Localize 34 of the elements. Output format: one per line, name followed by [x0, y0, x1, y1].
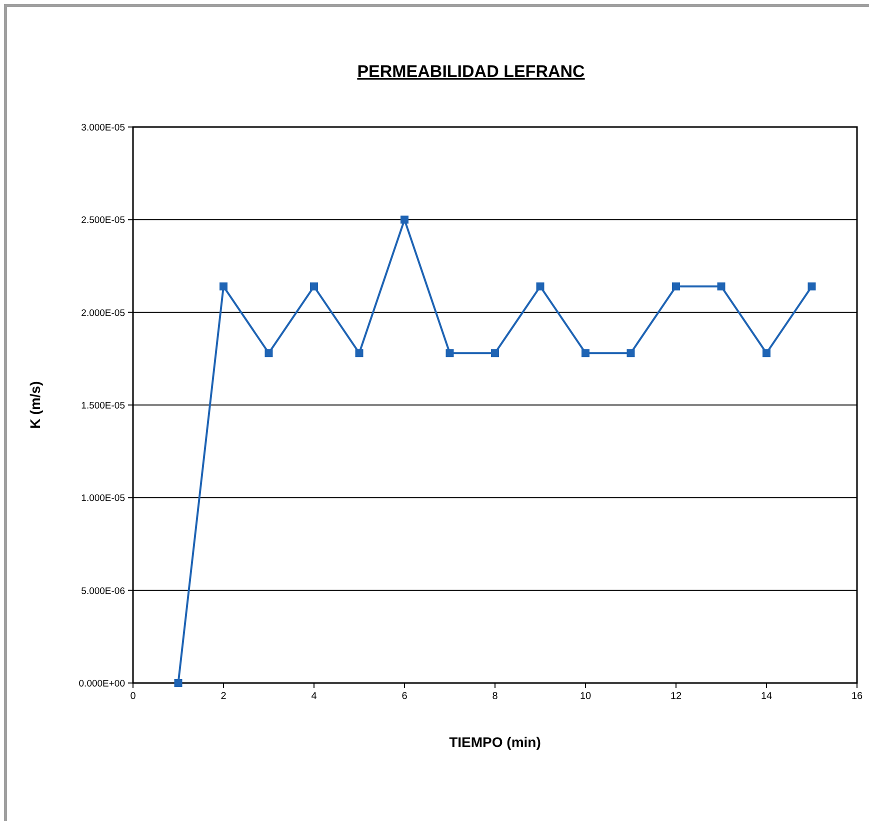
y-tick-label: 3.000E-05	[81, 122, 125, 134]
point	[808, 282, 816, 290]
point	[536, 282, 544, 290]
y-tick-label: 1.500E-05	[81, 400, 125, 412]
y-axis-title: K (m/s)	[27, 381, 43, 429]
x-tick-label: 6	[402, 691, 408, 702]
y-tick-label: 2.000E-05	[81, 308, 125, 319]
point	[762, 349, 770, 358]
x-tick-label: 14	[760, 691, 772, 702]
x-tick-label: 10	[580, 691, 592, 702]
y-tick-label: 0.000E+00	[78, 678, 125, 690]
point	[310, 282, 318, 290]
x-tick-label: 4	[311, 691, 318, 702]
chart-title: PERMEABILIDAD LEFRANC	[357, 62, 585, 81]
point	[717, 282, 726, 290]
y-tick-label: 1.000E-05	[81, 493, 125, 504]
point	[400, 216, 408, 224]
x-axis-title: TIEMPO (min)	[449, 734, 541, 750]
x-tick-label: 16	[851, 691, 863, 702]
x-tick-label: 8	[492, 691, 498, 702]
point	[174, 679, 182, 687]
y-tick-label: 5.000E-06	[81, 586, 125, 597]
point	[446, 349, 454, 358]
point	[582, 349, 590, 358]
point	[264, 349, 273, 358]
point	[626, 349, 635, 358]
x-tick-label: 0	[130, 691, 136, 702]
y-tick-label: 2.500E-05	[81, 215, 125, 226]
point	[672, 282, 680, 290]
point	[491, 349, 499, 358]
x-tick-label: 12	[670, 691, 682, 702]
point	[220, 282, 228, 290]
point	[355, 349, 364, 358]
x-tick-label: 2	[220, 691, 227, 702]
